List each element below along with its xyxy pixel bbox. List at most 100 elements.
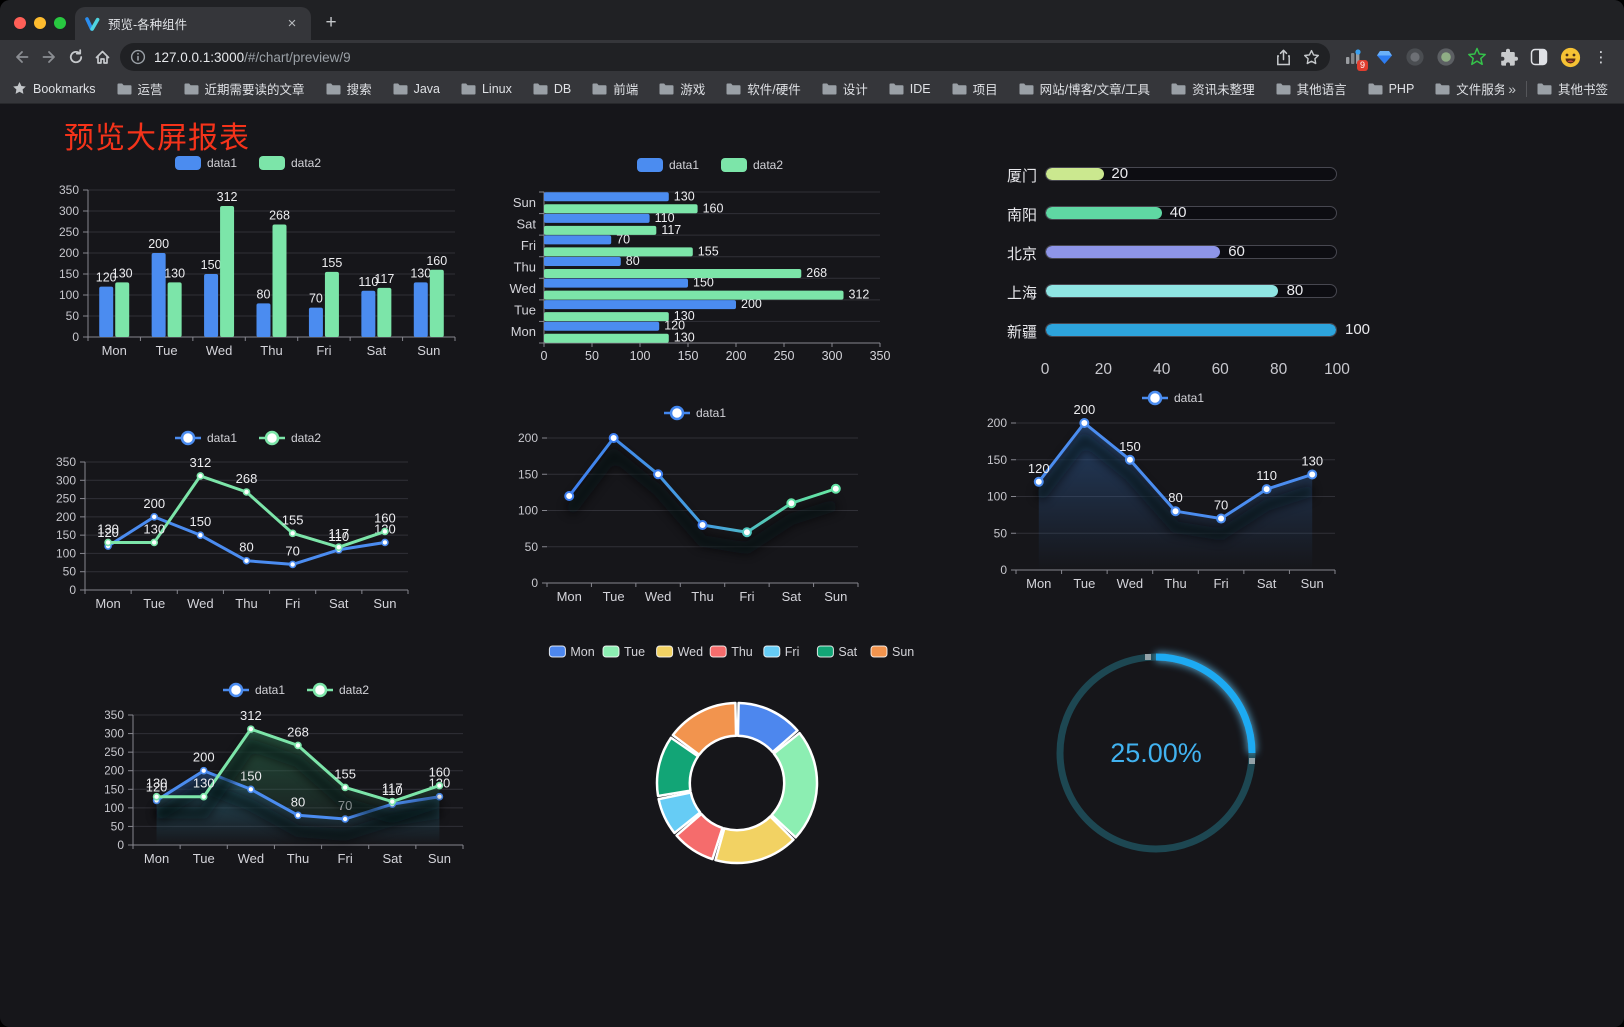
grouped-bar-chart[interactable]: data1 data2 0 50 100 150 200 250 300 350 Mon Tue Wed… <box>40 150 460 365</box>
bookmark-item[interactable]: 资讯未整理 <box>1171 79 1255 98</box>
donut-chart[interactable]: Mon Tue Wed Thu Fri Sat Sun <box>545 638 930 893</box>
bookmark-item[interactable]: DB <box>533 82 571 96</box>
point-data2-Tue[interactable] <box>199 792 208 801</box>
hbar-data2-Fri[interactable] <box>544 247 693 257</box>
extension-star-icon[interactable] <box>1466 46 1488 68</box>
bar-data2-Sun[interactable] <box>429 269 444 337</box>
horizontal-bar-chart[interactable]: data1 data2 Sun Sat Fri Thu Wed Tue Mon 0 50 100 150… <box>505 152 890 367</box>
extensions-puzzle-icon[interactable] <box>1497 46 1519 68</box>
bookmarks-manager-item[interactable]: Bookmarks <box>12 81 96 96</box>
legend-item-Sun[interactable]: Sun <box>870 645 914 659</box>
browser-tab[interactable]: 预览-各种组件 × <box>75 7 311 40</box>
point-data1-Sat[interactable] <box>1261 484 1272 495</box>
legend-item-data1[interactable]: data1 <box>1142 390 1204 406</box>
extension-circle-green-icon[interactable] <box>1435 46 1457 68</box>
bookmark-item[interactable]: 近期需要读的文章 <box>184 79 305 98</box>
zoom-window-button[interactable] <box>54 17 66 29</box>
minimize-window-button[interactable] <box>34 17 46 29</box>
forward-button[interactable] <box>35 44 62 71</box>
point-data1-Wed[interactable] <box>247 785 255 794</box>
legend-item-data1[interactable]: data1 <box>223 682 285 698</box>
legend-item-data1[interactable]: data1 <box>664 405 726 421</box>
gradient-line-chart[interactable]: data1 0 50 100 150 200 Mon Tue Wed Thu Fri Sat Sun <box>505 398 900 610</box>
point-data2-Mon[interactable] <box>104 538 112 547</box>
pie-slice-Thu[interactable] <box>675 812 724 861</box>
bar-data2-Wed[interactable] <box>220 205 235 337</box>
bar-data1-Fri[interactable] <box>308 307 323 337</box>
pie-slice-Mon[interactable] <box>736 701 799 754</box>
point-data1-Mon[interactable] <box>1033 476 1044 487</box>
bookmark-item[interactable]: 文件服务器 <box>1435 79 1504 98</box>
site-info-icon[interactable] <box>130 49 146 65</box>
bookmark-item[interactable]: Linux <box>461 82 512 96</box>
bookmark-item[interactable]: 搜索 <box>326 79 372 98</box>
hbar-data1-Wed[interactable] <box>544 278 688 288</box>
point-data2-Fri[interactable] <box>288 529 297 538</box>
profile-avatar-icon[interactable] <box>1559 46 1581 68</box>
address-bar[interactable]: 127.0.0.1:3000/#/chart/preview/9 <box>120 43 1330 71</box>
bar-data1-Sun[interactable] <box>413 282 428 337</box>
bookmarks-overflow-chevron[interactable]: » <box>1508 80 1516 97</box>
legend-item-Thu[interactable]: Thu <box>709 645 753 659</box>
point-data2-Sat[interactable] <box>334 543 343 552</box>
hbar-data1-Thu[interactable] <box>544 257 621 266</box>
hbar-data1-Sun[interactable] <box>544 192 669 202</box>
legend-item-data1[interactable]: data1 <box>637 158 699 172</box>
gauge-chart[interactable]: 25.00% <box>1040 638 1272 873</box>
legend-item-Tue[interactable]: Tue <box>602 645 645 659</box>
line-chart-two-series[interactable]: data1 data2 0 50 100 150 200 250 300 350 Mon Tue Wed… <box>48 425 468 637</box>
point-data2-Thu[interactable] <box>294 741 302 750</box>
legend-item-data1[interactable]: data1 <box>175 430 237 446</box>
other-bookmarks-folder[interactable]: 其他书签 <box>1537 79 1608 98</box>
legend-item-data2[interactable]: data2 <box>259 156 321 170</box>
point-data1-Tue[interactable] <box>150 513 159 521</box>
hbar-data2-Wed[interactable] <box>544 290 844 300</box>
hbar-data2-Mon[interactable] <box>544 333 669 343</box>
point-data2-Wed[interactable] <box>247 725 255 733</box>
bookmark-item[interactable]: 项目 <box>952 79 998 98</box>
legend-item-data2[interactable]: data2 <box>721 158 783 172</box>
point-data1-Tue[interactable] <box>1079 418 1090 428</box>
bar-data1-Wed[interactable] <box>204 274 219 337</box>
point-data1-Sun[interactable] <box>381 538 389 547</box>
hbar-data1-Mon[interactable] <box>544 321 660 331</box>
bar-data1-Mon[interactable] <box>99 286 114 337</box>
legend-item-data2[interactable]: data2 <box>259 430 321 446</box>
point-data1-Sun[interactable] <box>1307 469 1318 480</box>
share-icon[interactable] <box>1276 49 1291 66</box>
back-button[interactable] <box>8 44 35 71</box>
bar-data2-Fri[interactable] <box>324 271 339 337</box>
pie-slice-Sun[interactable] <box>671 701 738 757</box>
pie-slice-Fri[interactable] <box>657 791 702 835</box>
point-data1-Mon[interactable] <box>564 491 575 501</box>
point-data1-Sat[interactable] <box>786 498 797 509</box>
bar-data1-Sat[interactable] <box>361 290 376 337</box>
point-data1-Tue[interactable] <box>199 766 208 775</box>
bar-data1-Thu[interactable] <box>256 303 271 337</box>
bookmark-item[interactable]: 设计 <box>822 79 868 98</box>
bookmark-item[interactable]: 前端 <box>592 79 638 98</box>
home-button[interactable] <box>89 44 116 71</box>
hbar-data1-Fri[interactable] <box>544 235 612 245</box>
point-data1-Wed[interactable] <box>653 469 664 480</box>
point-data2-Sun[interactable] <box>381 527 389 536</box>
bookmark-item[interactable]: IDE <box>889 82 931 96</box>
legend-item-data1[interactable]: data1 <box>175 156 237 170</box>
bookmark-star-icon[interactable] <box>1303 49 1320 65</box>
extension-chart-icon[interactable]: 9 <box>1342 46 1368 71</box>
pie-slice-Tue[interactable] <box>770 731 819 839</box>
point-data2-Wed[interactable] <box>196 472 205 480</box>
bar-data1-Tue[interactable] <box>151 253 166 337</box>
hbar-data2-Sun[interactable] <box>544 204 698 214</box>
hbar-data1-Tue[interactable] <box>544 300 736 310</box>
bar-data2-Sat[interactable] <box>377 287 392 337</box>
tab-close-icon[interactable]: × <box>287 14 297 32</box>
pie-slice-Sat[interactable] <box>655 736 700 798</box>
hbar-data2-Tue[interactable] <box>544 312 669 322</box>
point-data1-Fri[interactable] <box>341 815 349 823</box>
bookmark-item[interactable]: 游戏 <box>659 79 705 98</box>
legend-item-Fri[interactable]: Fri <box>763 645 800 659</box>
point-data1-Thu[interactable] <box>697 520 708 530</box>
point-data1-Wed[interactable] <box>1124 454 1135 465</box>
bookmark-item[interactable]: 其他语言 <box>1276 79 1347 98</box>
